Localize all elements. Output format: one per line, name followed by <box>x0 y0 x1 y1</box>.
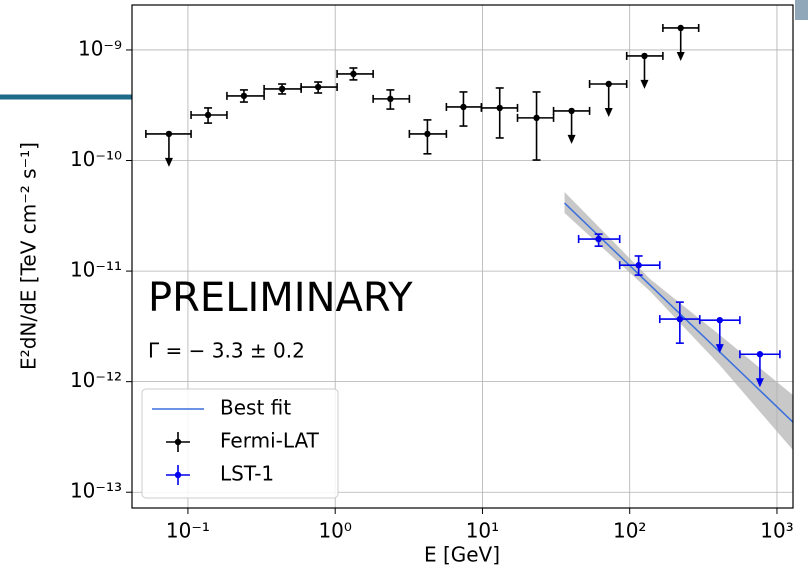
upper-limit-head <box>755 378 764 388</box>
slide-image <box>795 0 808 20</box>
y-tick-label: 10⁻¹¹ <box>70 258 122 282</box>
upper-limit-head <box>604 108 613 118</box>
data-point <box>677 24 684 32</box>
x-tick-label: 10⁰ <box>318 519 351 543</box>
upper-limit-head <box>676 51 685 61</box>
y-axis-label: E²dN/dE [TeV cm⁻² s⁻¹] <box>17 142 41 370</box>
x-tick-label: 10⁻¹ <box>166 519 210 543</box>
data-point <box>165 130 173 138</box>
data-point <box>635 262 642 269</box>
data-point <box>676 315 684 323</box>
annotation: PRELIMINARY <box>148 275 413 321</box>
upper-limit-head <box>567 134 576 144</box>
grid <box>132 5 793 508</box>
y-tick-label: 10⁻¹³ <box>70 479 122 503</box>
legend-label: Fermi-LAT <box>220 429 320 453</box>
data-point <box>204 111 212 119</box>
y-tick-label: 10⁻¹² <box>70 368 122 392</box>
data-point <box>641 52 648 60</box>
legend-handle <box>174 438 182 446</box>
x-tick-label: 10³ <box>760 519 793 543</box>
data-point <box>240 92 248 100</box>
upper-limit-head <box>164 157 173 167</box>
x-tick-label: 10² <box>613 519 646 543</box>
data-point <box>605 80 612 88</box>
x-tick-label: 10¹ <box>466 519 499 543</box>
data-point <box>716 316 723 324</box>
data-point <box>350 70 357 78</box>
legend-box <box>141 388 339 499</box>
plot <box>145 23 793 451</box>
legend-handle <box>174 471 182 479</box>
data-point <box>278 85 286 93</box>
annotation: Γ = − 3.3 ± 0.2 <box>148 339 305 363</box>
data-point <box>424 130 431 138</box>
legend-label: LST-1 <box>220 462 274 486</box>
data-point <box>460 103 467 111</box>
legend-label: Best fit <box>220 396 291 420</box>
data-point <box>568 107 575 115</box>
legend: Best fit Fermi-LAT LST-1 <box>141 388 339 499</box>
upper-limit-head <box>715 344 724 354</box>
y-tick-label: 10⁻¹⁰ <box>70 147 122 171</box>
data-point <box>314 83 322 91</box>
data-point <box>496 104 503 112</box>
data-point <box>533 114 540 122</box>
upper-limit-head <box>640 79 649 89</box>
data-point <box>387 95 394 103</box>
axes-frame <box>131 4 794 509</box>
data-point <box>756 351 764 358</box>
ticks: 10⁻¹ 10⁰ 10¹ 10² 10³ 10⁻¹³ 10⁻¹² 10⁻¹¹ 10⁻¹⁰ 10⁻⁹ <box>70 36 794 542</box>
data-point <box>595 235 602 243</box>
x-axis-label: E [GeV] <box>424 543 500 567</box>
y-tick-label: 10⁻⁹ <box>78 36 122 60</box>
